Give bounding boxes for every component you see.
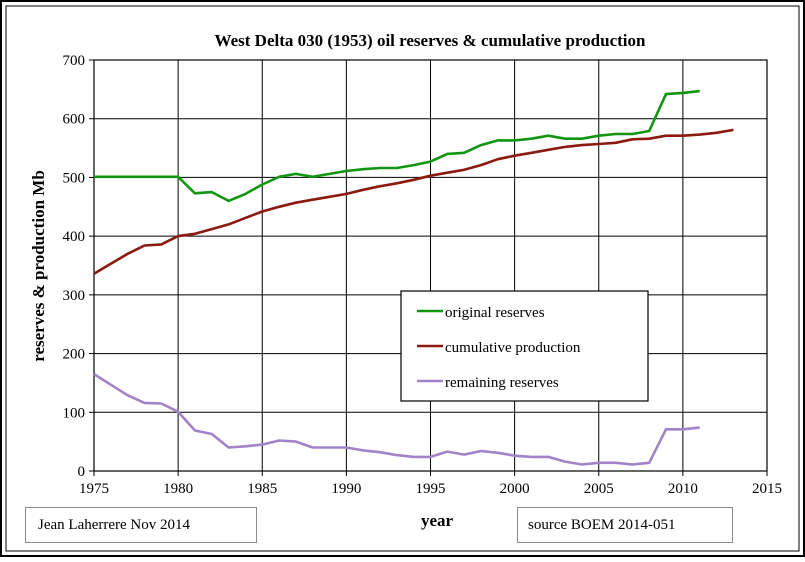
legend-label: original reserves — [445, 305, 545, 321]
x-tick-label: 2015 — [752, 481, 782, 497]
x-tick-label: 1990 — [331, 481, 361, 497]
chart-title: West Delta 030 (1953) oil reserves & cum… — [215, 31, 646, 50]
x-tick-label: 1985 — [247, 481, 277, 497]
series-remaining-reserves — [93, 373, 700, 466]
x-tick-label: 1975 — [79, 481, 109, 497]
y-tick-label: 300 — [63, 288, 86, 304]
x-tick-label: 1995 — [416, 481, 446, 497]
legend-label: cumulative production — [445, 340, 581, 356]
y-tick-label: 100 — [63, 405, 86, 421]
source-note: source BOEM 2014-051 — [517, 507, 733, 543]
x-tick-label: 2005 — [584, 481, 614, 497]
y-tick-label: 700 — [63, 53, 86, 69]
y-tick-label: 600 — [63, 112, 86, 128]
inner-border — [5, 5, 800, 552]
y-axis-label: reserves & production Mb — [29, 170, 48, 362]
x-tick-label: 1980 — [163, 481, 193, 497]
series-cumulative-production — [93, 128, 734, 275]
author-text: Jean Laherrere Nov 2014 — [38, 516, 191, 533]
y-tick-label: 400 — [63, 229, 86, 245]
y-tick-label: 200 — [63, 347, 86, 363]
series-original-reserves — [94, 89, 700, 203]
y-tick-label: 500 — [63, 170, 86, 186]
legend-label: remaining reserves — [445, 375, 559, 391]
author-note: Jean Laherrere Nov 2014 — [25, 507, 257, 543]
x-axis-label: year — [421, 511, 454, 530]
plot-area: 0 100 200 300 400 500 600 700 1975 1980 1985 1990 19… — [63, 53, 783, 497]
x-tick-label: 2000 — [500, 481, 530, 497]
y-tick-label: 0 — [78, 464, 86, 480]
source-text: source BOEM 2014-051 — [528, 516, 676, 533]
x-tick-label: 2010 — [668, 481, 698, 497]
